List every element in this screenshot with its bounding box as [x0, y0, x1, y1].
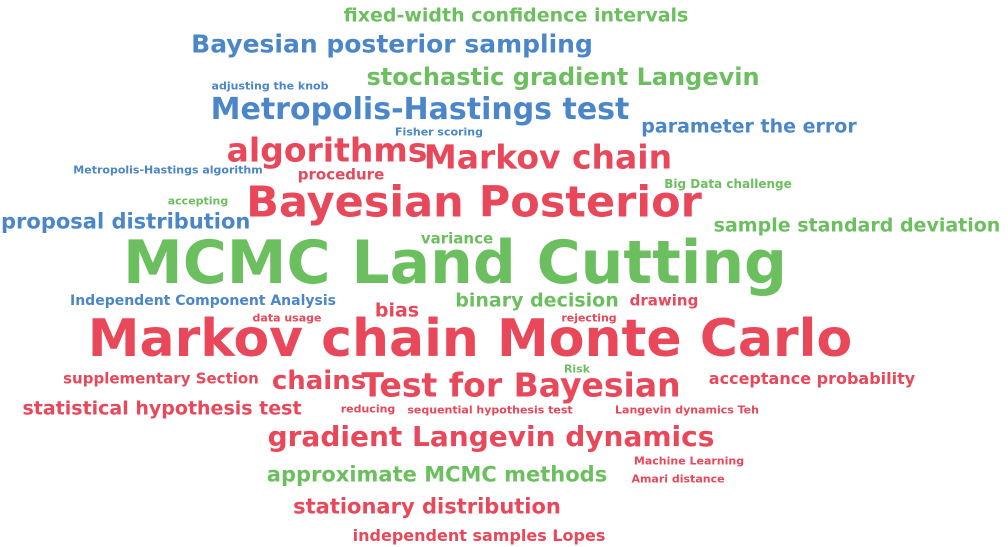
word-variance: variance	[420, 229, 494, 248]
word-statistical-hypothesis-test: statistical hypothesis test	[22, 397, 302, 420]
word-reducing: reducing	[340, 402, 396, 416]
word-stationary-distribution: stationary distribution	[293, 494, 561, 519]
word-data-usage: data usage	[252, 311, 322, 325]
word-independent-component-analysis: Independent Component Analysis	[70, 293, 336, 309]
word-supplementary-section: supplementary Section	[63, 369, 259, 388]
word-risk: Risk	[563, 362, 591, 376]
word-stochastic-gradient-langevin: stochastic gradient Langevin	[366, 63, 760, 91]
word-big-data-challenge: Big Data challenge	[664, 177, 792, 191]
word-rejecting: rejecting	[561, 311, 617, 325]
word-fixed-width-confidence-intervals: fixed-width confidence intervals	[343, 4, 689, 27]
word-metropolis-hastings-test: Metropolis-Hastings test	[210, 92, 630, 127]
word-markov-chain-monte-carlo: Markov chain Monte Carlo	[87, 309, 853, 369]
word-mcmc-land-cutting: MCMC Land Cutting	[123, 228, 787, 298]
word-amari-distance: Amari distance	[631, 472, 725, 486]
word-gradient-langevin-dynamics: gradient Langevin dynamics	[267, 420, 715, 453]
word-independent-samples-lopes: independent samples Lopes	[352, 526, 606, 545]
word-fisher-scoring: Fisher scoring	[395, 125, 483, 139]
word-bayesian-posterior-sampling: Bayesian posterior sampling	[191, 29, 593, 59]
word-procedure: procedure	[297, 165, 385, 184]
word-bayesian-posterior: Bayesian Posterior	[246, 177, 702, 228]
word-chains: chains	[271, 366, 367, 396]
word-metropolis-hastings-algorithm: Metropolis-Hastings algorithm	[73, 163, 263, 177]
word-sample-standard-deviation: sample standard deviation	[713, 214, 1001, 237]
word-adjusting-the-knob: adjusting the knob	[211, 79, 329, 93]
word-drawing: drawing	[629, 291, 699, 310]
word-binary-decision: binary decision	[455, 289, 619, 312]
word-markov-chain: Markov chain	[423, 137, 673, 177]
word-sequential-hypothesis-test: sequential hypothesis test	[407, 403, 573, 417]
word-algorithms: algorithms	[226, 130, 428, 170]
word-machine-learning: Machine Learning	[633, 454, 745, 468]
word-langevin-dynamics-teh: Langevin dynamics Teh	[615, 403, 759, 417]
word-bias: bias	[374, 299, 420, 322]
word-parameter-the-error: parameter the error	[641, 115, 857, 138]
word-test-for-bayesian: Test for Bayesian	[361, 365, 681, 405]
word-accepting: accepting	[167, 194, 229, 208]
word-approximate-mcmc-methods: approximate MCMC methods	[266, 462, 608, 487]
word-proposal-distribution: proposal distribution	[1, 209, 251, 234]
word-acceptance-probability: acceptance probability	[708, 369, 916, 388]
